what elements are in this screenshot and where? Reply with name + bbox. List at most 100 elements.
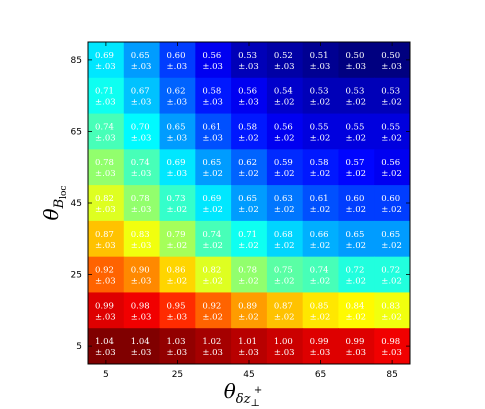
cell-error-label: ±.02	[274, 277, 295, 287]
cell-value-label: 0.63	[274, 194, 293, 204]
cell-error-label: ±.03	[202, 98, 223, 108]
heatmap-cell	[374, 113, 411, 150]
heatmap-cell	[159, 328, 196, 365]
heatmap-cell	[159, 42, 196, 79]
cell-error-label: ±.02	[310, 205, 331, 215]
cell-error-label: ±.03	[310, 348, 331, 358]
cell-value-label: 0.99	[310, 337, 329, 347]
heatmap-cell	[338, 149, 375, 186]
cell-error-label: ±.02	[238, 205, 259, 215]
cell-value-label: 0.72	[381, 266, 400, 276]
cell-error-label: ±.03	[131, 169, 152, 179]
cell-error-label: ±.03	[167, 312, 188, 322]
heatmap-cell	[266, 42, 304, 79]
cell-error-label: ±.02	[310, 241, 331, 251]
heatmap-cell	[195, 113, 232, 150]
heatmap-cell	[231, 42, 268, 79]
cell-error-label: ±.03	[131, 62, 152, 72]
cell-value-label: 0.70	[131, 122, 150, 132]
heatmap-cell	[123, 77, 161, 115]
cell-error-label: ±.02	[381, 277, 402, 287]
heatmap-cell	[374, 328, 411, 365]
cell-error-label: ±.02	[202, 169, 223, 179]
heatmap-cell	[302, 77, 339, 115]
cell-error-label: ±.03	[131, 205, 152, 215]
cell-error-label: ±.02	[381, 169, 402, 179]
cell-error-label: ±.03	[167, 98, 188, 108]
cell-value-label: 0.85	[310, 301, 329, 311]
cell-error-label: ±.03	[310, 62, 331, 72]
heatmap-cell	[123, 113, 161, 150]
heatmap-cell	[123, 256, 161, 293]
cell-error-label: ±.02	[345, 205, 366, 215]
cell-value-label: 0.87	[274, 301, 293, 311]
cell-value-label: 0.55	[345, 122, 364, 132]
cell-error-label: ±.02	[167, 241, 188, 251]
cell-error-label: ±.02	[274, 98, 295, 108]
cell-value-label: 0.71	[238, 230, 257, 240]
x-tick-label: 25	[172, 370, 183, 380]
cell-value-label: 0.74	[202, 230, 221, 240]
cell-value-label: 0.61	[202, 122, 221, 132]
heatmap-cell	[338, 113, 375, 150]
cell-value-label: 0.57	[345, 158, 364, 168]
cell-error-label: ±.02	[345, 98, 366, 108]
heatmap-cell	[88, 42, 125, 79]
heatmap-cell	[123, 292, 161, 329]
cell-value-label: 0.89	[238, 301, 257, 311]
cell-value-label: 0.99	[95, 301, 114, 311]
heatmap-cell	[231, 113, 268, 150]
cell-value-label: 0.98	[131, 301, 150, 311]
heatmap-cell	[231, 220, 268, 258]
y-tick-label: 25	[71, 271, 82, 281]
cell-error-label: ±.02	[381, 98, 402, 108]
heatmap-cell	[123, 185, 161, 222]
heatmap-cell	[374, 220, 411, 258]
cell-error-label: ±.02	[274, 312, 295, 322]
heatmap-cell	[302, 328, 339, 365]
heatmap-cell	[123, 220, 161, 258]
cell-value-label: 0.55	[381, 122, 400, 132]
x-tick-label: 85	[386, 370, 397, 380]
cell-error-label: ±.02	[310, 133, 331, 143]
heatmap-cell	[231, 328, 268, 365]
cell-value-label: 0.56	[202, 51, 221, 61]
cell-error-label: ±.03	[167, 62, 188, 72]
cell-error-label: ±.02	[274, 205, 295, 215]
heatmap-cell	[123, 149, 161, 186]
cell-error-label: ±.02	[381, 312, 402, 322]
cell-error-label: ±.03	[131, 312, 152, 322]
cell-value-label: 0.59	[274, 158, 293, 168]
heatmap-cell	[159, 149, 196, 186]
cell-value-label: 0.65	[167, 122, 186, 132]
heatmap-cell	[231, 292, 268, 329]
cell-value-label: 0.58	[202, 87, 221, 97]
cell-value-label: 0.98	[381, 337, 400, 347]
cell-error-label: ±.03	[131, 98, 152, 108]
heatmap-cell	[88, 185, 125, 222]
y-tick-label: 85	[71, 56, 82, 66]
heatmap-cell	[266, 77, 304, 115]
cell-error-label: ±.03	[131, 277, 152, 287]
heatmap-cell	[302, 292, 339, 329]
cell-error-label: ±.03	[202, 133, 223, 143]
heatmap-cell	[374, 42, 411, 79]
cell-error-label: ±.03	[202, 348, 223, 358]
y-tick-label: 65	[71, 127, 82, 137]
cell-value-label: 1.01	[238, 337, 257, 347]
cell-error-label: ±.02	[345, 312, 366, 322]
cell-error-label: ±.03	[167, 348, 188, 358]
cell-value-label: 0.53	[238, 51, 257, 61]
cell-value-label: 0.53	[310, 87, 329, 97]
cell-value-label: 0.58	[238, 122, 257, 132]
cell-value-label: 0.60	[345, 194, 364, 204]
heatmap-cell	[266, 220, 304, 258]
cell-value-label: 0.78	[238, 266, 257, 276]
y-axis-ticks: 85 65 45 25 5	[71, 56, 410, 352]
cell-error-label: ±.02	[167, 277, 188, 287]
cell-error-label: ±.03	[95, 312, 116, 322]
heatmap-cell	[302, 185, 339, 222]
heatmap-cell	[159, 292, 196, 329]
cell-value-label: 0.61	[310, 194, 329, 204]
